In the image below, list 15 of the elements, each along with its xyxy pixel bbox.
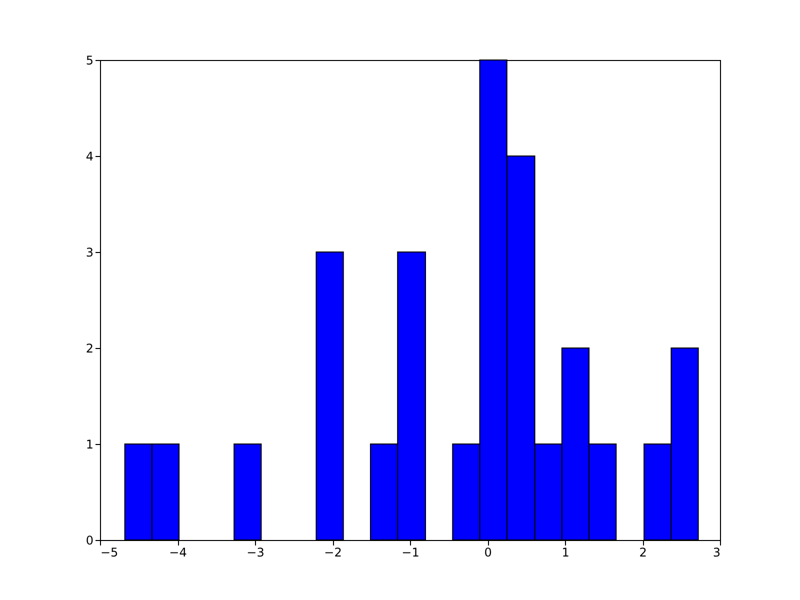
y-tick-label: 0 — [86, 534, 94, 548]
y-tick-label: 3 — [86, 246, 94, 260]
x-tick-label: −2 — [324, 546, 342, 560]
x-tick-label: −5 — [100, 546, 118, 560]
x-tick-label: 1 — [562, 546, 570, 560]
x-tick-label: −4 — [169, 546, 187, 560]
y-tick-label: 1 — [86, 438, 94, 452]
y-tick-label: 4 — [86, 150, 94, 164]
x-tick-label: −3 — [246, 546, 264, 560]
y-tick-label: 2 — [86, 342, 94, 356]
x-tick-label: 0 — [484, 546, 492, 560]
x-tick-label: 3 — [712, 546, 720, 560]
x-tick-label: 2 — [639, 546, 647, 560]
y-tick-label: 5 — [86, 54, 94, 68]
x-tick-label: −1 — [402, 546, 420, 560]
